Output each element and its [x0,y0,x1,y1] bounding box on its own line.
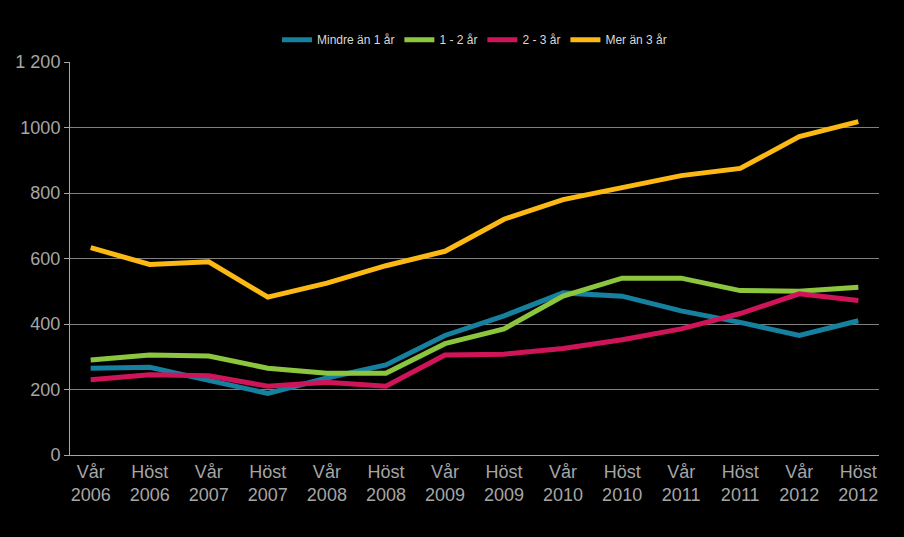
svg-text:Höst2010: Höst2010 [602,462,642,505]
svg-text:Vår2010: Vår2010 [543,462,583,505]
svg-text:Höst2008: Höst2008 [366,462,406,505]
svg-text:Höst2009: Höst2009 [484,462,524,505]
svg-text:1000: 1000 [20,118,60,138]
svg-text:Höst2011: Höst2011 [721,462,760,505]
svg-text:Vår2012: Vår2012 [779,462,819,505]
svg-text:200: 200 [30,380,60,400]
svg-text:Mindre än 1 år: Mindre än 1 år [317,33,394,47]
svg-text:Vår2011: Vår2011 [662,462,701,505]
svg-text:Höst2007: Höst2007 [248,462,288,505]
svg-text:Vår2008: Vår2008 [307,462,347,505]
svg-text:1 - 2 år: 1 - 2 år [439,33,477,47]
svg-text:Vår2007: Vår2007 [189,462,229,505]
svg-text:400: 400 [30,314,60,334]
svg-text:2 - 3 år: 2 - 3 år [522,33,560,47]
svg-text:600: 600 [30,249,60,269]
svg-text:0: 0 [50,445,60,465]
svg-text:Höst2012: Höst2012 [838,462,878,505]
svg-text:Höst2006: Höst2006 [130,462,170,505]
svg-text:Vår2006: Vår2006 [71,462,111,505]
svg-text:1 200: 1 200 [15,52,60,72]
svg-text:Mer än 3 år: Mer än 3 år [605,33,666,47]
svg-text:Vår2009: Vår2009 [425,462,465,505]
svg-text:800: 800 [30,183,60,203]
